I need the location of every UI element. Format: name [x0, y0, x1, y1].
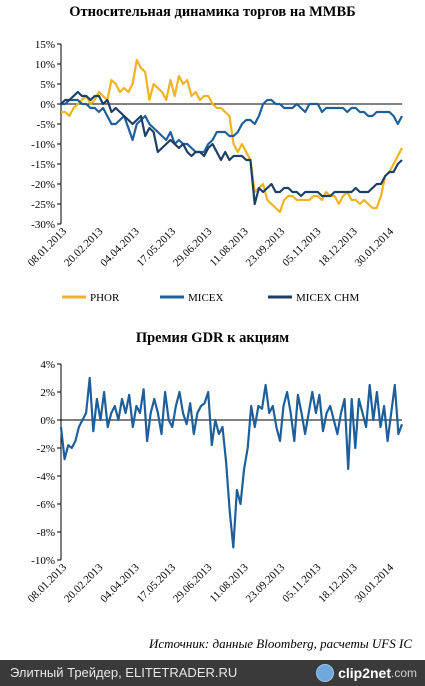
legend-label-micex: MICEX — [188, 292, 224, 304]
chart2-y-tick-label: 4% — [40, 359, 55, 371]
chart1-y-tick-label: -30% — [31, 219, 55, 231]
footer-bar: Элитный Трейдер, ELITETRADER.RU clip2net… — [0, 660, 425, 686]
chart1-y-tick-label: -20% — [31, 179, 55, 191]
chart2-y-tick-label: -10% — [31, 555, 55, 567]
chart1-series-micex-line — [61, 98, 403, 154]
chart1-series-phor-line — [61, 58, 403, 214]
chart2-y-tick-label: -2% — [37, 443, 55, 455]
chart2-x-tick-label: 29.06.2013 — [171, 561, 215, 605]
chart2-title: Премия GDR к акциям — [135, 330, 290, 346]
logo-main-text: clip2net — [338, 665, 391, 681]
chart2-y-tick-label: -6% — [37, 499, 55, 511]
chart1-x-tick-label: 23.09.2013 — [244, 225, 288, 269]
chart1-y-tick-label: -15% — [31, 159, 55, 171]
chart1-y-tick-label: 15% — [35, 39, 55, 51]
chart1-x-tick-label: 30.01.2014 — [353, 225, 397, 269]
legend-label-phor: PHOR — [90, 292, 120, 304]
chart2-y-tick-label: -8% — [37, 527, 55, 539]
source-note: Источник: данные Bloomberg, расчеты UFS … — [148, 636, 412, 651]
chart1-y-tick-label: 5% — [40, 79, 55, 91]
chart1-y-tick-label: -25% — [31, 199, 55, 211]
chart1-y-tick-label: -10% — [31, 139, 55, 151]
chart2-x-tick-label: 23.09.2013 — [244, 561, 288, 605]
chart1-y-tick-label: 10% — [35, 59, 55, 71]
chart2-y-tick-label: 2% — [40, 387, 55, 399]
clip2net-logo-icon — [316, 664, 335, 682]
clip2net-logo[interactable]: clip2net .com — [316, 663, 417, 683]
chart2-y-tick-label: -4% — [37, 471, 55, 483]
chart2-x-tick-label: 30.01.2014 — [353, 561, 397, 605]
chart1-series-micex-chm-line — [60, 90, 403, 206]
chart2-series-0-line — [59, 376, 404, 549]
footer-caption: Элитный Трейдер, ELITETRADER.RU — [10, 665, 238, 680]
chart1-title: Относительная динамика торгов на ММВБ — [69, 4, 356, 20]
chart1-y-tick-label: 0% — [40, 99, 55, 111]
chart1-x-tick-label: 29.06.2013 — [171, 225, 215, 269]
chart2-y-tick-label: 0% — [40, 415, 55, 427]
chart1-y-tick-label: -5% — [37, 119, 55, 131]
logo-suffix-text: .com — [390, 666, 417, 680]
legend-label-micex-chm: MICEX CHM — [296, 292, 359, 304]
